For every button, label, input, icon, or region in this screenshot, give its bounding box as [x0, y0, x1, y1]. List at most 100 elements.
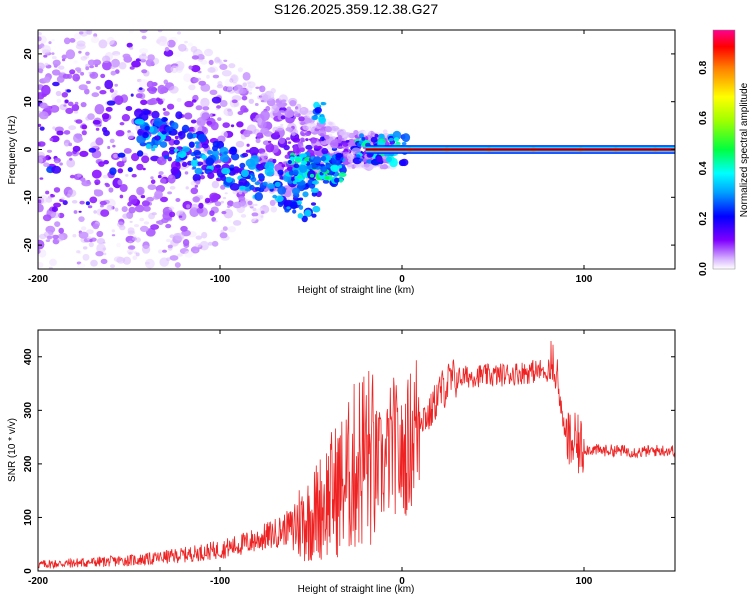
spectrogram-cell [126, 131, 135, 140]
spectrogram-cell [299, 153, 307, 158]
spectrogram-cell [102, 241, 106, 244]
spectrogram-cell [80, 56, 88, 61]
spectrogram-y-label: Frequency (Hz) [7, 116, 18, 185]
spectrogram-cell [175, 198, 181, 202]
spectrogram-cell [338, 178, 344, 183]
spectrogram-cell [174, 51, 182, 57]
spectrogram-cell [133, 224, 140, 228]
spectrogram-cell [133, 235, 137, 238]
spectrogram-cell [186, 132, 194, 140]
spectrogram-cell [236, 121, 244, 128]
spectrogram-cell [359, 133, 364, 139]
spectrogram-cell [292, 187, 300, 195]
spectrogram-cell [209, 89, 218, 96]
spectrogram-cell [90, 259, 98, 267]
spectrogram-cell [116, 242, 121, 248]
spectrogram-cell [206, 120, 213, 125]
spectrogram-cell [108, 187, 114, 193]
spectrogram-cell [69, 69, 76, 75]
x-tick-label: 0 [399, 274, 405, 285]
spectrogram-cell [180, 225, 188, 232]
spectrogram-cell [260, 100, 265, 103]
spectrogram-cell [145, 228, 156, 237]
spectrogram-cell [129, 220, 133, 223]
spectrogram-cell [131, 200, 136, 205]
spectrogram-cell [39, 102, 48, 109]
spectrogram-cell [167, 244, 173, 249]
spectrogram-cell [303, 117, 313, 124]
x-tick-label: -200 [28, 274, 48, 285]
colorbar-tick-label: 0.0 [698, 262, 709, 276]
spectrogram-cell [276, 125, 284, 131]
spectrogram-cell [342, 142, 349, 147]
spectrogram-cell [313, 101, 320, 109]
spectrogram-y-ticks: -20 -10 0 10 20 [23, 48, 675, 252]
spectrogram-cell [50, 194, 56, 198]
spectrogram-cell [89, 238, 93, 243]
spectrogram-cell [38, 151, 45, 159]
spectrogram-cell [95, 137, 104, 146]
spectrogram-cell [49, 137, 54, 142]
spectrogram-cell [58, 65, 65, 70]
spectrogram-cell [109, 88, 114, 93]
spectrogram-cell [207, 67, 216, 73]
spectrogram-cell [51, 165, 62, 174]
spectrogram-cell [229, 164, 235, 169]
spectrogram-cell [247, 200, 253, 206]
colorbar-tick-label: 0.6 [698, 111, 709, 125]
spectrogram-cell [81, 226, 87, 231]
spectrogram-cell [65, 49, 76, 60]
spectrogram-cell [64, 142, 70, 147]
spectrogram-cell [254, 192, 263, 201]
spectrogram-cell [88, 242, 94, 248]
spectrogram-cell [248, 98, 255, 104]
spectrogram-cell [241, 169, 249, 178]
spectrogram-cell [206, 74, 210, 79]
spectrogram-cell [278, 97, 283, 101]
spectrogram-cell [71, 200, 78, 204]
spectrogram-cell [300, 144, 304, 147]
spectrogram-cell [184, 100, 194, 108]
spectrogram-cell [252, 207, 257, 212]
spectrogram-cell [61, 54, 67, 60]
spectrogram-cell [201, 143, 209, 149]
spectrogram-cell [191, 65, 201, 73]
spectrogram-cell [38, 249, 41, 254]
spectrogram-cell [157, 84, 166, 95]
spectrogram-cell [131, 153, 140, 162]
spectrogram-cell [64, 99, 69, 104]
spectrogram-cell [300, 137, 305, 142]
spectrogram-cell [51, 39, 55, 42]
spectrogram-cell [78, 84, 88, 91]
spectrogram-cell [367, 134, 371, 138]
spectrogram-cell [127, 245, 136, 251]
spectrogram-cell [110, 70, 117, 76]
spectrogram-cell [240, 202, 248, 208]
spectrogram-cell [116, 161, 125, 168]
spectrogram-cell [96, 243, 106, 254]
spectrogram-cell [192, 157, 197, 161]
spectrogram-cell [208, 59, 214, 66]
spectrogram-cell [99, 200, 107, 206]
spectrogram-cell [44, 62, 49, 67]
spectrogram-cell [251, 212, 259, 217]
spectrogram-cell [286, 106, 291, 111]
spectrogram-cell [118, 61, 127, 70]
spectrogram-cell [388, 137, 394, 142]
spectrogram-cell [190, 203, 199, 210]
spectrogram-cell [167, 39, 176, 48]
spectrogram-cell [175, 111, 183, 120]
spectrogram-cell [274, 131, 280, 136]
spectrogram-cell [209, 210, 215, 217]
spectrogram-cell [130, 93, 134, 97]
spectrogram-cell [38, 92, 45, 100]
spectrogram-cell [300, 160, 308, 165]
spectrogram-cell [361, 142, 367, 148]
spectrogram-cell [48, 156, 52, 160]
spectrogram-cell [150, 179, 156, 184]
spectrogram-cell [119, 184, 128, 192]
spectrogram-cell [237, 67, 243, 73]
spectrogram-cell [212, 113, 216, 117]
spectrogram-cell [67, 189, 77, 197]
spectrogram-cell [272, 158, 277, 164]
